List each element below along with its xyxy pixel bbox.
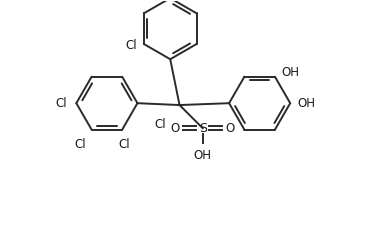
Text: Cl: Cl (119, 138, 130, 151)
Text: Cl: Cl (56, 97, 67, 110)
Text: S: S (199, 122, 207, 135)
Text: OH: OH (194, 149, 212, 162)
Text: OH: OH (281, 66, 299, 79)
Text: Cl: Cl (154, 118, 166, 131)
Text: Cl: Cl (125, 39, 137, 52)
Text: O: O (226, 122, 235, 135)
Text: O: O (170, 122, 180, 135)
Text: Cl: Cl (74, 138, 86, 151)
Text: OH: OH (298, 97, 316, 110)
